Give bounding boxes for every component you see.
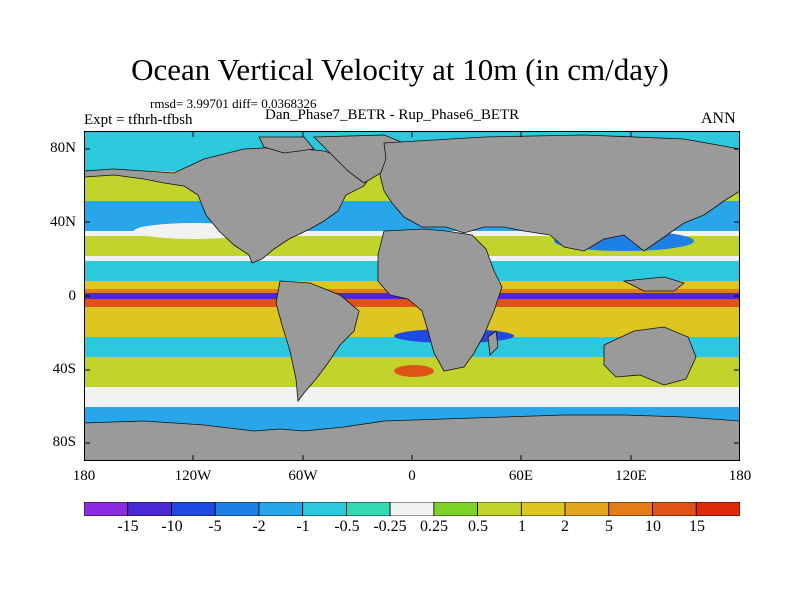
lon-label-180-east: 180	[728, 468, 752, 484]
lat-label-80n: 80N	[50, 140, 76, 156]
lon-label-60w: 60W	[288, 468, 318, 484]
colorbar-box	[127, 502, 172, 516]
colorbar-label: 5	[605, 518, 613, 535]
lon-label-180-west: 180	[72, 468, 96, 484]
colorbar-box	[608, 502, 653, 516]
south-subtropic-band	[84, 337, 740, 357]
colorbar-label: -10	[161, 518, 183, 535]
lon-label-60e: 60E	[508, 468, 534, 484]
antarctica	[84, 414, 740, 461]
colorbar-label: -1	[296, 518, 310, 535]
south-america	[275, 280, 360, 403]
madagascar	[487, 330, 499, 356]
lat-label-40s: 40S	[52, 361, 76, 377]
lon-label-0: 0	[408, 468, 416, 484]
colorbar-box	[258, 502, 304, 516]
lat-label-40n: 40N	[50, 214, 76, 230]
north-america	[84, 146, 375, 264]
colorbar-box	[345, 502, 391, 516]
colorbar-label: 0.25	[420, 518, 448, 535]
longitude-ticks	[192, 131, 632, 461]
colorbar-box	[477, 502, 522, 516]
colorbar-label: 2	[561, 518, 569, 535]
colorbar	[84, 502, 740, 516]
colorbar-box	[433, 502, 478, 516]
south-atlantic-patch	[394, 365, 434, 377]
colorbar-label: -2	[252, 518, 266, 535]
colorbar-box	[564, 502, 610, 516]
lat-label-80s: 80S	[52, 434, 76, 450]
south-equatorial-upwelling	[84, 299, 740, 307]
colorbar-label: 15	[689, 518, 705, 535]
colorbar-label: -15	[117, 518, 139, 535]
colorbar-box	[389, 502, 435, 516]
colorbar-box	[695, 502, 740, 516]
southern-ocean-light-band	[84, 387, 740, 407]
season-label: ANN	[701, 110, 736, 127]
lon-label-120e: 120E	[615, 468, 647, 484]
colorbar-box	[171, 502, 216, 516]
eurasia	[379, 134, 740, 252]
arctic-islands	[258, 136, 315, 154]
colorbar-box	[652, 502, 697, 516]
lat-label-0: 0	[68, 288, 77, 304]
colorbar-box	[520, 502, 566, 516]
colorbar-label: -0.5	[334, 518, 360, 535]
maritime-continent	[622, 276, 685, 292]
colorbar-label: -5	[208, 518, 222, 535]
colorbar-label: 10	[645, 518, 661, 535]
rmsd-diff-stats: rmsd= 3.99701 diff= 0.0368326	[150, 96, 317, 111]
plot-title: Ocean Vertical Velocity at 10m (in cm/da…	[131, 52, 669, 87]
colorbar-box	[84, 502, 129, 516]
colorbar-label: 1	[518, 518, 526, 535]
experiment-label: Expt = tfhrh-tfbsh	[84, 112, 193, 128]
lon-label-120w: 120W	[174, 468, 212, 484]
australia	[603, 326, 697, 386]
colorbar-box	[214, 502, 260, 516]
africa	[377, 228, 503, 372]
colorbar-label: 0.5	[468, 518, 488, 535]
colorbar-label: -0.25	[373, 518, 407, 535]
land-masses	[84, 134, 740, 461]
ocean-map	[84, 131, 740, 461]
colorbar-box	[302, 502, 347, 516]
latitude-ticks	[84, 148, 740, 444]
comparison-label: Dan_Phase7_BETR - Rup_Phase6_BETR	[265, 107, 520, 123]
